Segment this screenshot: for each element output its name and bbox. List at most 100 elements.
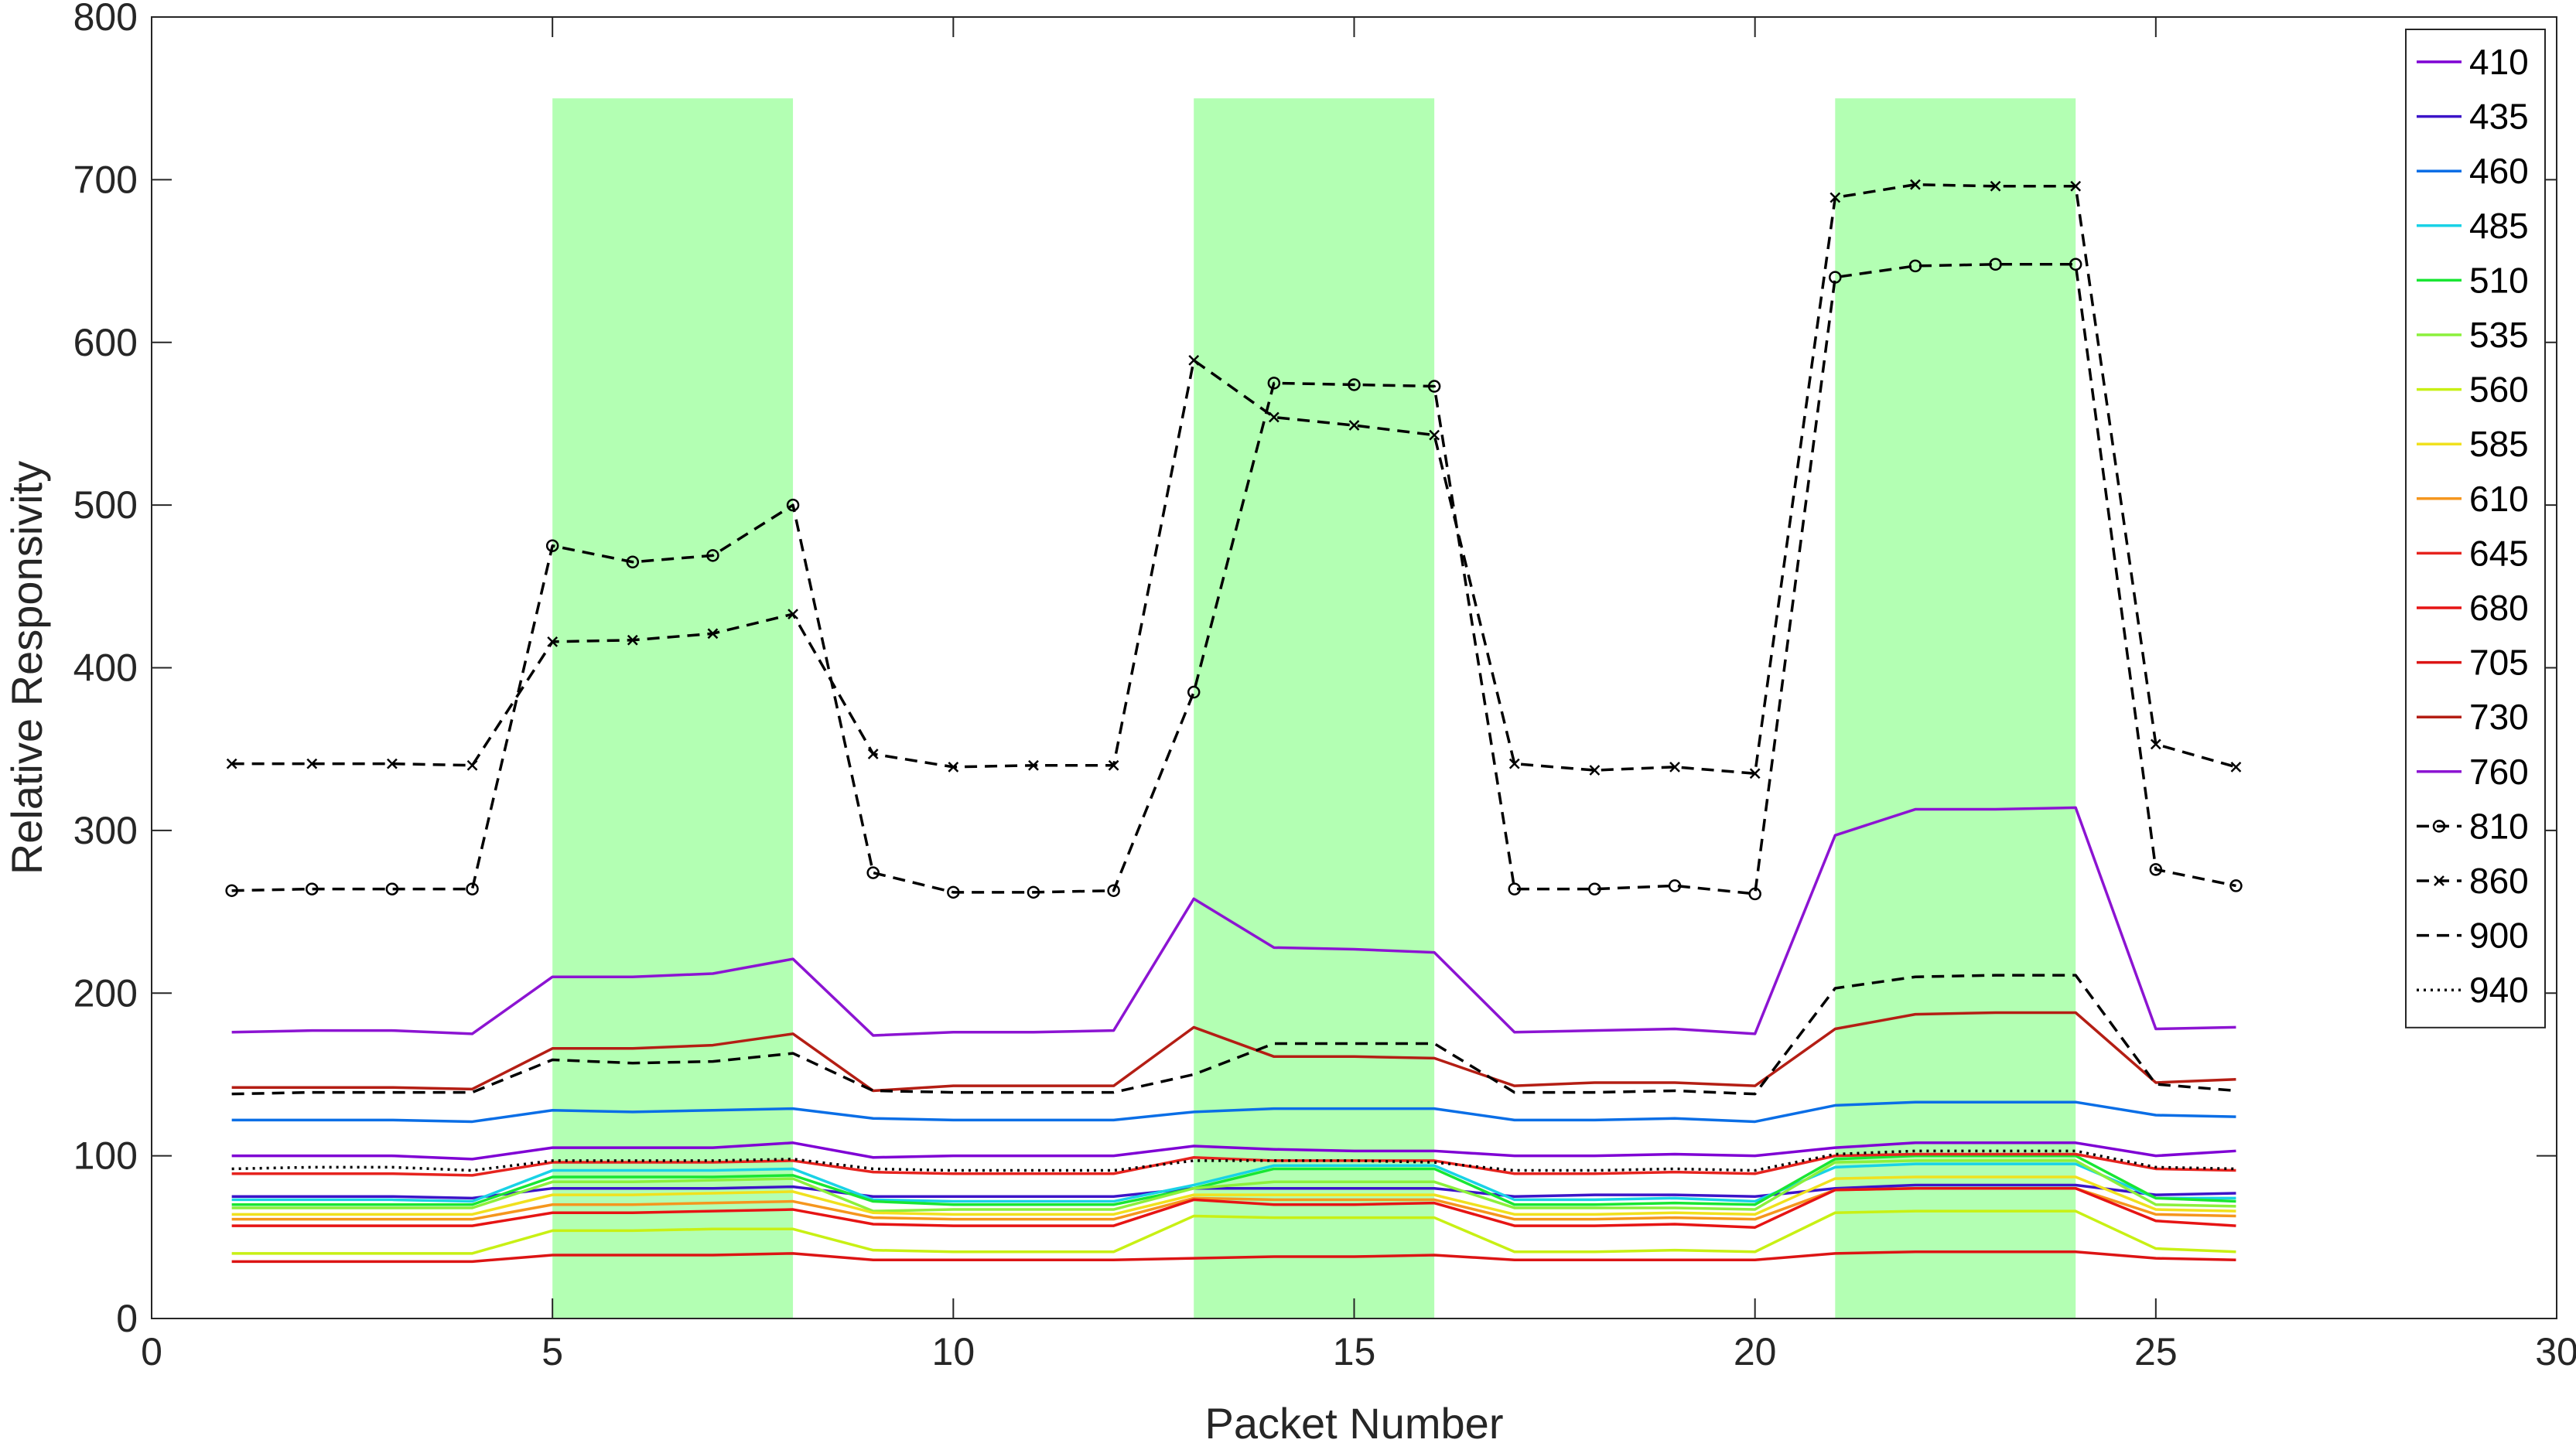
series-line-560	[231, 1209, 2236, 1255]
x-axis-title: Packet Number	[1205, 1399, 1504, 1443]
legend-item-760[interactable]: 760	[2417, 752, 2529, 792]
series-line-535	[231, 1159, 2236, 1213]
data-point-810	[466, 882, 479, 895]
series-line-585	[231, 1175, 2236, 1216]
series-560	[231, 1209, 2236, 1255]
series-line-760	[231, 806, 2236, 1037]
highlight-band-3	[1835, 98, 2076, 1318]
series-line-510	[231, 1154, 2236, 1206]
series-line-485	[231, 1162, 2236, 1203]
x-tick-label: 5	[542, 1330, 563, 1373]
y-tick-label: 200	[73, 971, 138, 1015]
series-lines	[225, 179, 2243, 1264]
legend-item-680[interactable]: 680	[2417, 588, 2529, 628]
data-point-860	[867, 749, 879, 759]
legend-label: 760	[2469, 752, 2529, 792]
series-line-705	[231, 1250, 2236, 1264]
legend-label: 560	[2469, 370, 2529, 410]
series-line-680	[231, 1186, 2236, 1229]
highlight-band-1	[552, 98, 794, 1318]
data-point-810	[706, 549, 719, 562]
series-line-435	[231, 1183, 2236, 1200]
legend-item-860[interactable]: 860	[2417, 861, 2529, 901]
data-point-860	[1108, 759, 1119, 771]
data-point-810	[1989, 258, 2002, 271]
x-axis-ticks: 0 5 10 15 20 25 30	[141, 17, 2576, 1373]
x-tick-label: 30	[2535, 1330, 2576, 1373]
data-point-810	[1829, 271, 1842, 284]
y-tick-label: 400	[73, 646, 138, 690]
legend-label: 680	[2469, 588, 2529, 628]
legend-item-730[interactable]: 730	[2417, 697, 2529, 737]
data-point-810	[1908, 259, 1922, 273]
legend-item-410[interactable]: 410	[2417, 42, 2529, 82]
legend-item-585[interactable]: 585	[2417, 424, 2529, 464]
data-point-860	[1348, 420, 1360, 431]
series-line-940	[231, 1149, 2236, 1172]
data-point-810	[1427, 380, 1441, 393]
legend-marker	[2432, 820, 2446, 833]
legend-label: 860	[2469, 861, 2529, 901]
y-tick-label: 700	[73, 158, 138, 201]
y-tick-label: 300	[73, 809, 138, 852]
legend-item-705[interactable]: 705	[2417, 643, 2529, 683]
data-point-810	[866, 866, 880, 879]
legend-item-810[interactable]: 810	[2417, 806, 2529, 846]
data-point-810	[1508, 882, 1522, 895]
legend-item-460[interactable]: 460	[2417, 151, 2529, 191]
legend-label: 940	[2469, 970, 2529, 1010]
legend-item-900[interactable]: 900	[2417, 916, 2529, 956]
legend-item-535[interactable]: 535	[2417, 315, 2529, 355]
data-point-860	[1268, 411, 1279, 423]
data-point-810	[2069, 258, 2082, 271]
x-tick-label: 25	[2134, 1330, 2178, 1373]
y-tick-label: 0	[116, 1297, 138, 1340]
x-tick-label: 20	[1734, 1330, 1777, 1373]
data-point-810	[1748, 887, 1761, 901]
legend-item-940[interactable]: 940	[2417, 970, 2529, 1010]
legend-label: 900	[2469, 916, 2529, 956]
data-point-860	[2070, 180, 2082, 192]
series-535	[231, 1159, 2236, 1213]
legend-item-485[interactable]: 485	[2417, 206, 2529, 246]
y-axis-ticks: 0 100 200 300 400 500 600 700 800	[73, 0, 2557, 1340]
data-point-860	[1429, 429, 1440, 441]
legend-label: 610	[2469, 479, 2529, 519]
data-point-860	[2230, 761, 2242, 773]
data-point-860	[1508, 758, 1520, 769]
data-point-860	[387, 758, 398, 769]
series-810	[225, 258, 2243, 901]
series-730	[231, 1011, 2236, 1093]
legend-item-645[interactable]: 645	[2417, 533, 2529, 573]
legend-item-610[interactable]: 610	[2417, 479, 2529, 519]
legend-item-435[interactable]: 435	[2417, 97, 2529, 137]
x-tick-label: 10	[932, 1330, 975, 1373]
data-point-860	[1830, 192, 1841, 203]
legend-item-510[interactable]: 510	[2417, 260, 2529, 300]
series-860	[226, 179, 2242, 779]
data-point-810	[1107, 884, 1120, 897]
data-point-860	[306, 758, 318, 769]
data-point-860	[2150, 739, 2161, 750]
data-point-810	[947, 885, 960, 899]
y-axis-title: Relative Responsivity	[2, 461, 51, 875]
data-point-810	[2149, 863, 2163, 876]
data-point-860	[1589, 765, 1601, 776]
data-point-810	[1027, 885, 1040, 899]
data-point-810	[1668, 879, 1682, 892]
series-435	[231, 1183, 2236, 1200]
data-point-860	[1990, 180, 2001, 192]
legend[interactable]: 410 435 460 485 510 535 560 585 610 645 680 705 730 7…	[2405, 29, 2546, 1029]
series-760	[231, 806, 2236, 1037]
legend-label: 810	[2469, 806, 2529, 846]
series-line-645	[231, 1152, 2236, 1177]
legend-label: 535	[2469, 315, 2529, 355]
legend-label: 510	[2469, 260, 2529, 300]
series-510	[231, 1154, 2236, 1206]
series-460	[231, 1100, 2236, 1124]
y-tick-label: 600	[73, 321, 138, 364]
data-point-860	[1669, 761, 1680, 773]
legend-item-560[interactable]: 560	[2417, 370, 2529, 410]
data-point-810	[306, 882, 319, 895]
